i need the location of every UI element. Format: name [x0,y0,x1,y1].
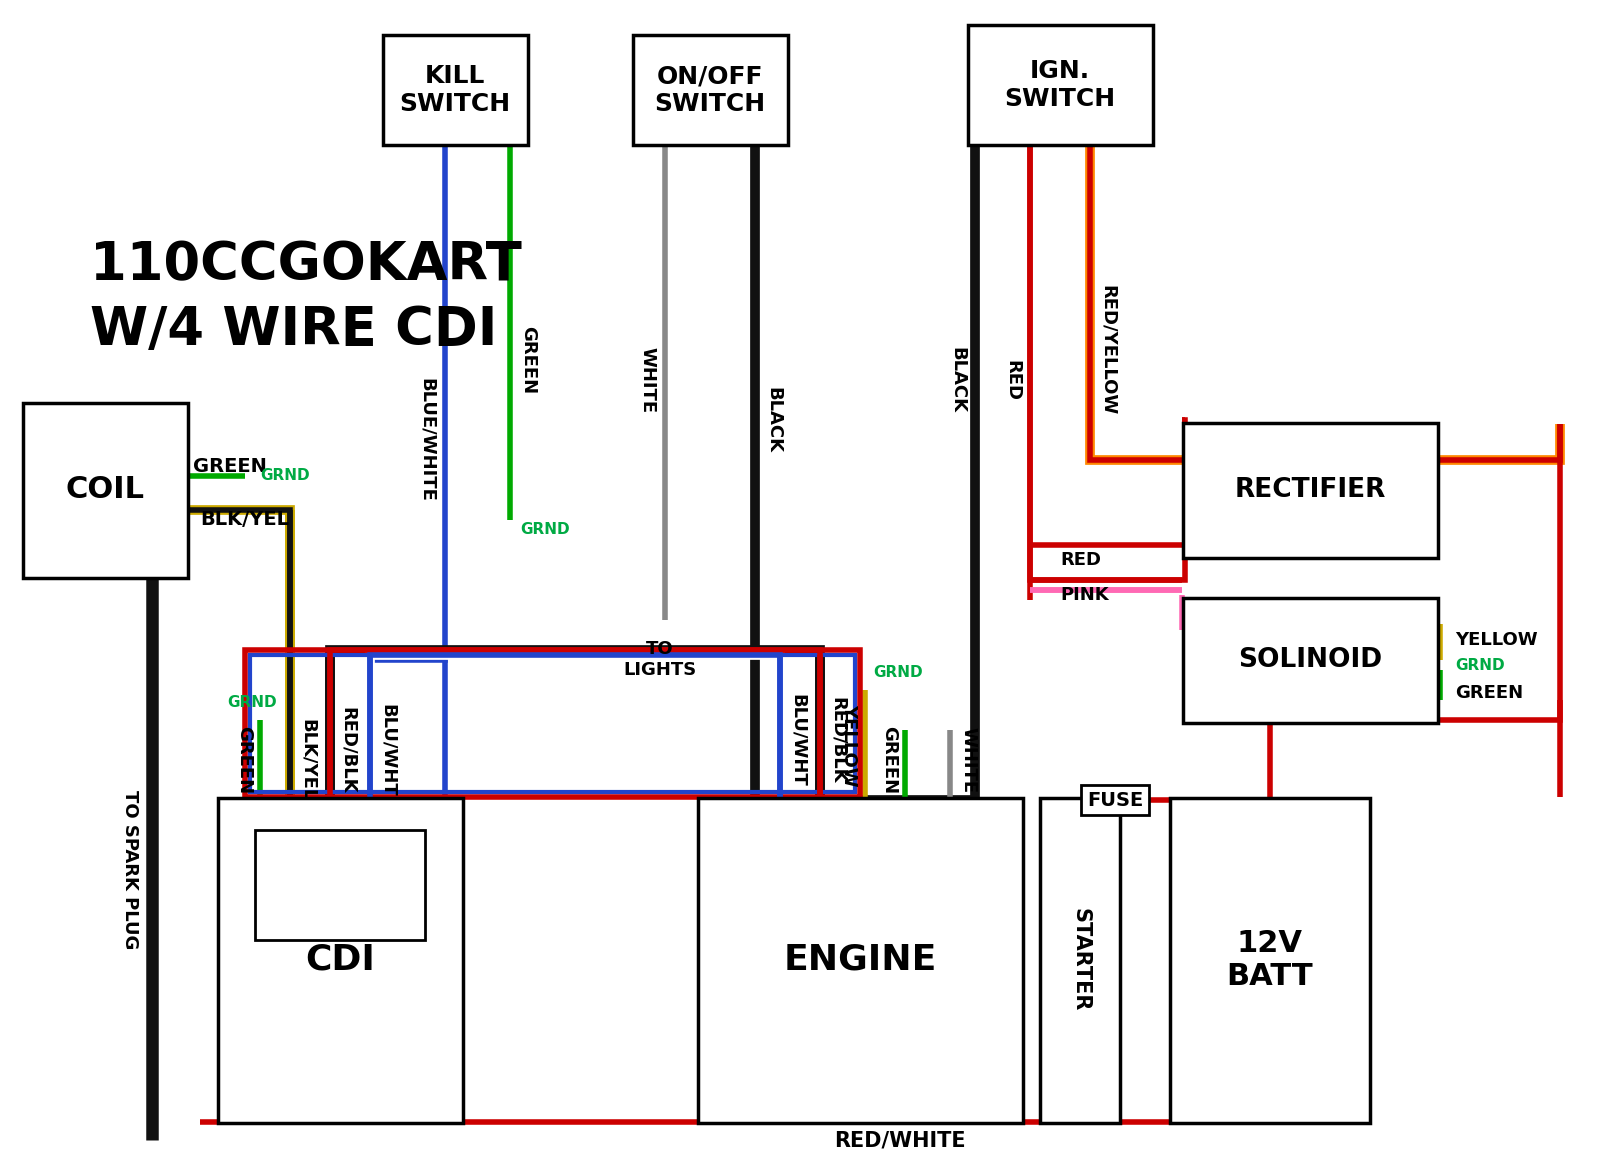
Text: RED: RED [1003,360,1021,401]
FancyBboxPatch shape [1170,797,1370,1123]
Text: COIL: COIL [66,476,144,504]
FancyBboxPatch shape [218,797,462,1123]
Text: GREEN: GREEN [194,457,267,476]
Text: GREEN: GREEN [1454,684,1523,702]
Text: TO
LIGHTS: TO LIGHTS [624,640,696,679]
Text: RED/BLK: RED/BLK [339,707,357,793]
Text: BLU/WHT: BLU/WHT [789,694,806,786]
Text: BLK/YEL: BLK/YEL [299,718,317,802]
Text: BLK/YEL: BLK/YEL [200,510,290,529]
Text: PINK: PINK [1059,586,1109,604]
Text: 12V
BATT: 12V BATT [1227,928,1314,992]
Text: ON/OFF
SWITCH: ON/OFF SWITCH [654,64,765,116]
FancyBboxPatch shape [698,797,1022,1123]
Text: W/4 WIRE CDI: W/4 WIRE CDI [90,304,498,356]
FancyBboxPatch shape [254,830,426,940]
Text: FUSE: FUSE [1086,790,1142,810]
Text: RED/WHITE: RED/WHITE [834,1130,966,1150]
Text: RED/YELLOW: RED/YELLOW [1099,285,1117,415]
FancyBboxPatch shape [1182,422,1437,558]
Text: GRND: GRND [1454,657,1504,673]
FancyBboxPatch shape [968,25,1152,145]
Text: GREEN: GREEN [235,725,253,795]
Text: STARTER: STARTER [1070,908,1090,1011]
Text: BLACK: BLACK [765,387,782,454]
Text: GRND: GRND [227,695,277,710]
Text: SOLINOID: SOLINOID [1238,647,1382,673]
FancyBboxPatch shape [632,35,787,145]
Text: TO SPARK PLUG: TO SPARK PLUG [122,790,139,949]
Text: ENGINE: ENGINE [784,943,936,977]
Text: WHITE: WHITE [638,347,656,413]
FancyBboxPatch shape [22,402,187,578]
Text: CDI: CDI [306,943,374,977]
Text: GREEN: GREEN [880,725,898,795]
FancyBboxPatch shape [1182,598,1437,722]
Text: IGN.
SWITCH: IGN. SWITCH [1005,59,1115,111]
FancyBboxPatch shape [1040,797,1120,1123]
Text: GRND: GRND [259,469,310,484]
Text: BLU/WHT: BLU/WHT [379,703,397,797]
Text: GREEN: GREEN [518,326,538,394]
Text: GRND: GRND [874,665,923,680]
Text: YELLOW: YELLOW [840,703,858,786]
Text: BLUE/WHITE: BLUE/WHITE [418,379,435,502]
Text: GRND: GRND [520,523,570,538]
Text: BLACK: BLACK [947,347,966,413]
Text: KILL
SWITCH: KILL SWITCH [400,64,510,116]
FancyBboxPatch shape [382,35,528,145]
Text: RED/BLK: RED/BLK [829,696,846,783]
Text: 110CCGOKART: 110CCGOKART [90,239,522,291]
Text: WHITE: WHITE [958,727,978,793]
Text: RED: RED [1059,551,1101,568]
Text: YELLOW: YELLOW [1454,631,1538,649]
Text: RECTIFIER: RECTIFIER [1234,477,1386,503]
